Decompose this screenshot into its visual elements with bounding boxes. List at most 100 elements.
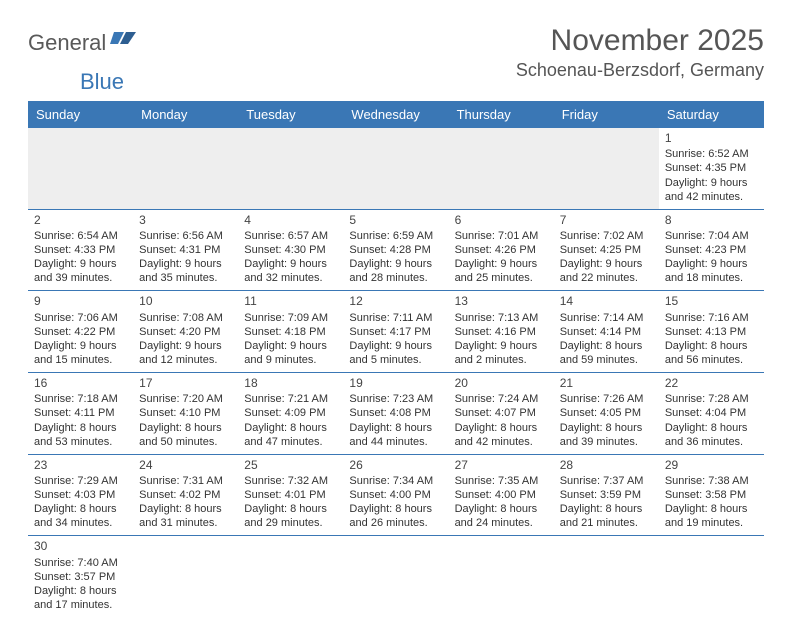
day-cell	[554, 536, 659, 617]
day-header: Monday	[133, 101, 238, 128]
day-detail: and 12 minutes.	[139, 353, 232, 367]
day-detail: Daylight: 8 hours	[665, 421, 758, 435]
day-number: 26	[349, 458, 442, 473]
day-detail: Sunrise: 7:24 AM	[455, 392, 548, 406]
day-cell: 7Sunrise: 7:02 AMSunset: 4:25 PMDaylight…	[554, 210, 659, 291]
day-number: 3	[139, 213, 232, 228]
day-detail: Sunset: 4:02 PM	[139, 488, 232, 502]
day-detail: Daylight: 8 hours	[139, 421, 232, 435]
day-cell	[449, 128, 554, 209]
day-detail: Daylight: 8 hours	[455, 502, 548, 516]
day-number: 14	[560, 294, 653, 309]
day-detail: Sunset: 4:01 PM	[244, 488, 337, 502]
week-row: 2Sunrise: 6:54 AMSunset: 4:33 PMDaylight…	[28, 210, 764, 292]
day-cell: 24Sunrise: 7:31 AMSunset: 4:02 PMDayligh…	[133, 455, 238, 536]
day-detail: Sunset: 3:59 PM	[560, 488, 653, 502]
week-row: 16Sunrise: 7:18 AMSunset: 4:11 PMDayligh…	[28, 373, 764, 455]
day-detail: Daylight: 8 hours	[34, 502, 127, 516]
day-number: 9	[34, 294, 127, 309]
day-detail: Daylight: 9 hours	[139, 339, 232, 353]
day-detail: Sunset: 3:58 PM	[665, 488, 758, 502]
day-detail: Sunset: 4:09 PM	[244, 406, 337, 420]
calendar: SundayMondayTuesdayWednesdayThursdayFrid…	[28, 101, 764, 617]
day-detail: Daylight: 9 hours	[34, 339, 127, 353]
day-detail: Sunset: 4:00 PM	[455, 488, 548, 502]
day-number: 27	[455, 458, 548, 473]
day-detail: Sunset: 4:25 PM	[560, 243, 653, 257]
day-cell	[449, 536, 554, 617]
title-block: November 2025 Schoenau-Berzsdorf, German…	[516, 24, 764, 81]
day-detail: Sunrise: 7:08 AM	[139, 311, 232, 325]
day-detail: and 47 minutes.	[244, 435, 337, 449]
day-detail: and 39 minutes.	[560, 435, 653, 449]
day-detail: and 21 minutes.	[560, 516, 653, 530]
month-title: November 2025	[516, 24, 764, 58]
day-number: 11	[244, 294, 337, 309]
day-header: Thursday	[449, 101, 554, 128]
day-number: 7	[560, 213, 653, 228]
day-cell: 19Sunrise: 7:23 AMSunset: 4:08 PMDayligh…	[343, 373, 448, 454]
day-detail: Daylight: 8 hours	[139, 502, 232, 516]
day-cell: 17Sunrise: 7:20 AMSunset: 4:10 PMDayligh…	[133, 373, 238, 454]
day-detail: and 18 minutes.	[665, 271, 758, 285]
day-detail: Daylight: 9 hours	[139, 257, 232, 271]
day-detail: Sunset: 4:14 PM	[560, 325, 653, 339]
day-detail: and 39 minutes.	[34, 271, 127, 285]
week-row: 9Sunrise: 7:06 AMSunset: 4:22 PMDaylight…	[28, 291, 764, 373]
day-header: Saturday	[659, 101, 764, 128]
day-cell: 13Sunrise: 7:13 AMSunset: 4:16 PMDayligh…	[449, 291, 554, 372]
day-number: 2	[34, 213, 127, 228]
day-detail: Sunrise: 7:38 AM	[665, 474, 758, 488]
day-detail: and 42 minutes.	[455, 435, 548, 449]
day-number: 12	[349, 294, 442, 309]
day-detail: and 19 minutes.	[665, 516, 758, 530]
day-cell: 1Sunrise: 6:52 AMSunset: 4:35 PMDaylight…	[659, 128, 764, 209]
day-detail: Daylight: 9 hours	[560, 257, 653, 271]
day-detail: and 26 minutes.	[349, 516, 442, 530]
day-detail: Daylight: 9 hours	[349, 339, 442, 353]
day-detail: and 15 minutes.	[34, 353, 127, 367]
day-detail: and 32 minutes.	[244, 271, 337, 285]
day-detail: Sunset: 4:03 PM	[34, 488, 127, 502]
day-header-row: SundayMondayTuesdayWednesdayThursdayFrid…	[28, 101, 764, 128]
day-detail: Sunrise: 7:34 AM	[349, 474, 442, 488]
day-cell: 18Sunrise: 7:21 AMSunset: 4:09 PMDayligh…	[238, 373, 343, 454]
day-cell: 22Sunrise: 7:28 AMSunset: 4:04 PMDayligh…	[659, 373, 764, 454]
day-detail: and 24 minutes.	[455, 516, 548, 530]
day-detail: and 56 minutes.	[665, 353, 758, 367]
day-detail: Daylight: 8 hours	[244, 502, 337, 516]
day-cell: 29Sunrise: 7:38 AMSunset: 3:58 PMDayligh…	[659, 455, 764, 536]
day-detail: and 31 minutes.	[139, 516, 232, 530]
week-row: 1Sunrise: 6:52 AMSunset: 4:35 PMDaylight…	[28, 128, 764, 210]
week-row: 23Sunrise: 7:29 AMSunset: 4:03 PMDayligh…	[28, 455, 764, 537]
day-cell	[133, 536, 238, 617]
day-cell: 14Sunrise: 7:14 AMSunset: 4:14 PMDayligh…	[554, 291, 659, 372]
day-detail: and 34 minutes.	[34, 516, 127, 530]
day-cell: 25Sunrise: 7:32 AMSunset: 4:01 PMDayligh…	[238, 455, 343, 536]
day-detail: Sunrise: 7:29 AM	[34, 474, 127, 488]
day-detail: Sunrise: 7:32 AM	[244, 474, 337, 488]
day-detail: Sunrise: 7:31 AM	[139, 474, 232, 488]
flag-icon	[110, 28, 136, 53]
day-number: 22	[665, 376, 758, 391]
day-cell: 11Sunrise: 7:09 AMSunset: 4:18 PMDayligh…	[238, 291, 343, 372]
day-number: 1	[665, 131, 758, 146]
day-detail: Sunset: 4:00 PM	[349, 488, 442, 502]
day-number: 8	[665, 213, 758, 228]
day-cell: 9Sunrise: 7:06 AMSunset: 4:22 PMDaylight…	[28, 291, 133, 372]
day-detail: Sunrise: 6:57 AM	[244, 229, 337, 243]
day-detail: Sunset: 4:20 PM	[139, 325, 232, 339]
day-detail: Sunrise: 7:13 AM	[455, 311, 548, 325]
day-detail: and 29 minutes.	[244, 516, 337, 530]
day-detail: Daylight: 8 hours	[455, 421, 548, 435]
day-detail: and 42 minutes.	[665, 190, 758, 204]
day-detail: Sunrise: 7:21 AM	[244, 392, 337, 406]
day-detail: Sunrise: 6:56 AM	[139, 229, 232, 243]
day-number: 23	[34, 458, 127, 473]
day-number: 24	[139, 458, 232, 473]
day-detail: Sunrise: 7:37 AM	[560, 474, 653, 488]
day-cell: 26Sunrise: 7:34 AMSunset: 4:00 PMDayligh…	[343, 455, 448, 536]
day-detail: Sunset: 4:23 PM	[665, 243, 758, 257]
day-number: 18	[244, 376, 337, 391]
location: Schoenau-Berzsdorf, Germany	[516, 60, 764, 81]
